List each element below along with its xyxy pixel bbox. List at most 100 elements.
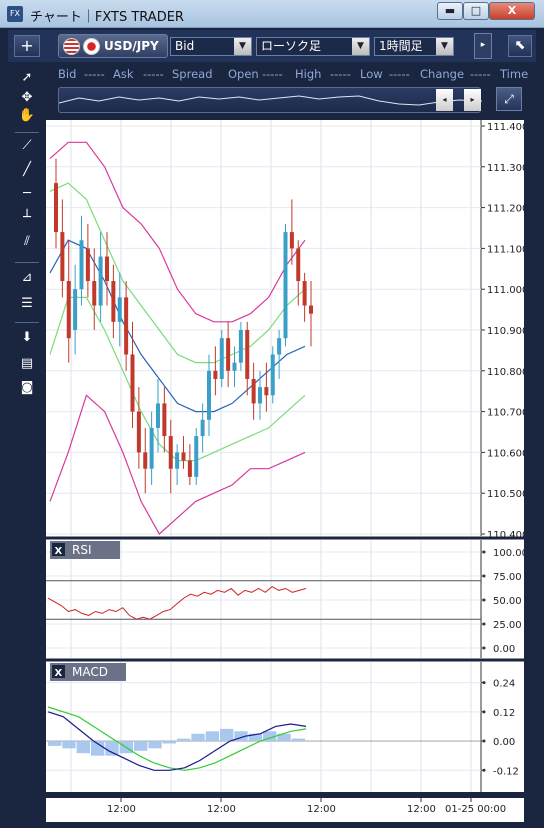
candle-body: [226, 338, 231, 371]
y-tick-label: 0.00: [493, 737, 515, 748]
tool-separator: [15, 322, 39, 323]
camera-icon[interactable]: ◙: [20, 380, 34, 395]
candle-body: [105, 256, 109, 282]
tool-separator: [15, 262, 39, 263]
fan-icon[interactable]: ⊿: [21, 270, 33, 285]
candle-body: [92, 281, 97, 306]
candle-body: [219, 338, 224, 379]
close-button[interactable]: X: [489, 2, 535, 20]
y-tick-label: 111.200: [487, 204, 524, 215]
chevron-down-icon: ▼: [436, 38, 453, 55]
candle-body: [187, 460, 192, 477]
channel-icon[interactable]: ⫽: [24, 234, 30, 249]
x-tick-label: 01-25 00:00: [445, 804, 506, 815]
candle-body: [168, 436, 173, 469]
trend-line-icon[interactable]: ⟋: [22, 138, 32, 153]
y-tick-label: 111.000: [487, 285, 524, 296]
chevron-down-icon: ▼: [234, 38, 251, 55]
low-label: Low: [360, 67, 383, 81]
navigator-left-button[interactable]: ◂: [436, 89, 453, 111]
range-navigator[interactable]: [58, 87, 483, 113]
candle-body: [277, 338, 282, 355]
y-tick-label: 0.12: [493, 708, 515, 719]
add-chart-button[interactable]: +: [14, 35, 40, 57]
y-tick-dot: [482, 574, 486, 578]
candle-body: [117, 297, 122, 322]
toolbar-scroll-button[interactable]: ▸: [474, 33, 492, 59]
candle-body: [283, 232, 288, 339]
y-tick-label: 110.900: [487, 326, 524, 337]
macd-histogram-bar: [234, 731, 248, 742]
change-value: -----: [470, 67, 491, 81]
chart-toolbar: + USD/JPY Bid ▼ ローソク足 ▼ 1時間足 ▼ ▸ ⬉: [8, 30, 536, 62]
chart-canvas[interactable]: 111.400 111.300 111.200 111.100 111.000 110.9…: [46, 120, 528, 822]
window-title: チャート｜FXTS TRADER: [30, 10, 184, 25]
chart-type-value: ローソク足: [261, 39, 322, 53]
y-tick-label: 110.700: [487, 408, 524, 419]
y-tick-label: 111.100: [487, 244, 524, 255]
spread-label: Spread: [172, 67, 213, 81]
horizontal-line-icon[interactable]: ─: [23, 186, 31, 201]
line-icon[interactable]: ╱: [23, 162, 31, 177]
y-tick-label: 25.00: [493, 620, 522, 631]
fibonacci-icon[interactable]: ☰: [21, 296, 33, 311]
candle-body: [258, 387, 262, 404]
candle-body: [162, 403, 167, 437]
download-icon[interactable]: ⬇: [21, 330, 33, 345]
ask-label: Ask: [113, 67, 134, 81]
chart-type-select[interactable]: ローソク足 ▼: [256, 37, 370, 56]
hand-icon[interactable]: ✋: [18, 108, 36, 123]
y-tick-label: 75.00: [493, 572, 522, 583]
vertical-line-icon[interactable]: ┴: [23, 210, 31, 225]
moving-average-line: [49, 239, 306, 413]
macd-histogram-bar: [162, 741, 176, 744]
detach-window-button[interactable]: ⬉: [508, 35, 532, 57]
macd-histogram-bar: [105, 741, 119, 756]
jp-flag-icon: [83, 38, 100, 55]
price-type-select[interactable]: Bid ▼: [170, 37, 252, 56]
maximize-button[interactable]: □: [463, 2, 489, 20]
zoom-fit-button[interactable]: ⤢: [496, 87, 522, 111]
low-value: -----: [389, 67, 410, 81]
ask-value: -----: [143, 67, 164, 81]
candle-body: [124, 297, 129, 355]
navigator-right-button[interactable]: ▸: [464, 89, 481, 111]
open-value: -----: [262, 67, 283, 81]
candle-body: [54, 183, 58, 233]
drawing-tool-strip: ➚ ✥ ✋ ⟋ ╱ ─ ┴ ⫽ ⊿ ☰ ⬇ ▤ ◙: [12, 66, 42, 400]
cursor-arrow-icon[interactable]: ➚: [21, 70, 33, 85]
symbol-selector[interactable]: USD/JPY: [58, 34, 168, 58]
y-tick-label: 50.00: [493, 596, 522, 607]
candle-body: [66, 281, 71, 339]
candle-body: [98, 256, 103, 306]
chart-area[interactable]: 111.400 111.300 111.200 111.100 111.000 110.9…: [46, 120, 528, 822]
macd-histogram-bar: [134, 741, 148, 751]
candle-body: [60, 232, 65, 282]
candle-body: [251, 378, 256, 404]
y-tick-dot: [482, 710, 486, 714]
time-label: Time: [500, 67, 529, 81]
candle-body: [79, 240, 84, 290]
tool-separator: [15, 132, 39, 133]
y-tick-label: -0.12: [493, 766, 519, 777]
candle-body: [111, 281, 116, 322]
candle-body: [309, 305, 313, 314]
minimize-button[interactable]: ▬: [437, 2, 463, 20]
macd-histogram-bar: [91, 741, 105, 756]
timeframe-select[interactable]: 1時間足 ▼: [374, 37, 454, 56]
bollinger-inner-upper-band: [49, 182, 306, 364]
us-flag-icon: [63, 38, 80, 55]
y-tick-label: 111.400: [487, 122, 524, 133]
symbol-label: USD/JPY: [104, 39, 159, 53]
y-tick-label: 0.24: [493, 679, 515, 690]
list-icon[interactable]: ▤: [20, 356, 34, 371]
app-logo: FX: [7, 6, 23, 22]
macd-histogram-bar: [76, 741, 90, 754]
crosshair-icon[interactable]: ✥: [21, 90, 33, 105]
y-tick-label: 0.00: [493, 644, 515, 655]
candle-body: [289, 232, 294, 249]
macd-histogram-bar: [191, 733, 205, 742]
y-tick-dot: [482, 768, 486, 772]
bollinger-upper-band: [49, 141, 306, 323]
candle-body: [156, 403, 160, 428]
